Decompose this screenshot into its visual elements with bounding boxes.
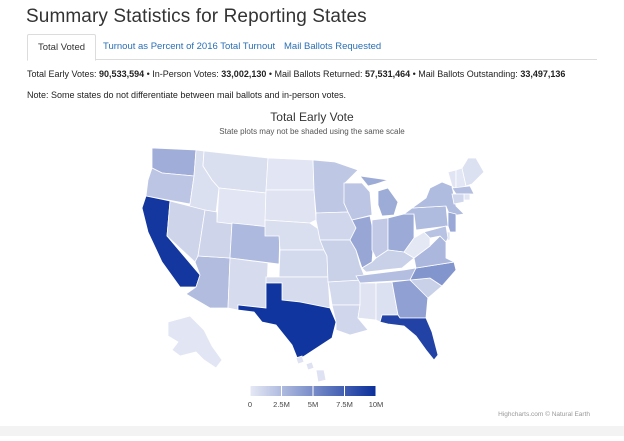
note-text: Note: Some states do not differentiate b… (27, 90, 347, 100)
color-axis-tick-label: 7.5M (336, 400, 353, 409)
color-axis-legend: 0 2.5M 5M 7.5M 10M (248, 386, 383, 409)
chart-title: Total Early Vote (270, 110, 354, 124)
state-mi[interactable] (359, 175, 399, 217)
mail-outstanding-value: 33,497,136 (520, 69, 566, 79)
state-sd[interactable] (264, 189, 317, 224)
state-nd[interactable] (265, 157, 315, 191)
separator: • (266, 69, 275, 79)
page-title: Summary Statistics for Reporting States (26, 6, 367, 27)
tab-mail-ballots-requested[interactable]: Mail Ballots Requested (284, 41, 382, 52)
state-nj[interactable] (447, 211, 457, 233)
in-person-votes-value: 33,002,130 (221, 69, 267, 79)
early-votes-label: Total Early Votes: (27, 69, 100, 79)
separator: • (410, 69, 419, 79)
mail-outstanding-label: Mail Ballots Outstanding: (418, 69, 521, 79)
state-wy[interactable] (216, 187, 267, 229)
color-axis-tick-label: 5M (308, 400, 318, 409)
chart-subtitle: State plots may not be shaded using the … (219, 127, 405, 136)
color-axis-tick-label: 0 (248, 400, 252, 409)
color-axis-tick-label: 2.5M (273, 400, 290, 409)
tab-total-voted[interactable]: Total Voted (27, 34, 97, 61)
tab-turnout-percent[interactable]: Turnout as Percent of 2016 Total Turnout (103, 41, 276, 52)
mail-returned-label: Mail Ballots Returned: (274, 69, 366, 79)
summary-stats: Total Early Votes: 90,533,594 • In-Perso… (27, 69, 565, 79)
early-votes-value: 90,533,594 (99, 69, 145, 79)
state-ks[interactable] (278, 249, 329, 278)
state-ak[interactable] (167, 315, 223, 369)
state-hi[interactable] (295, 355, 327, 383)
state-nm[interactable] (227, 257, 269, 311)
tab-bar: Total Voted Turnout as Percent of 2016 T… (27, 34, 597, 61)
state-me[interactable] (461, 157, 485, 187)
mail-returned-value: 57,531,464 (365, 69, 411, 79)
state-ma[interactable] (451, 185, 475, 195)
state-ms[interactable] (357, 282, 377, 321)
state-shapes (141, 147, 485, 383)
state-va[interactable] (413, 235, 456, 269)
state-ri[interactable] (463, 193, 471, 201)
state-ct[interactable] (451, 193, 465, 205)
state-ar[interactable] (327, 279, 363, 306)
chart-credits[interactable]: Highcharts.com © Natural Earth (498, 411, 590, 418)
state-md[interactable] (423, 225, 449, 243)
state-fl[interactable] (379, 314, 439, 361)
separator: • (144, 69, 153, 79)
in-person-votes-label: In-Person Votes: (152, 69, 222, 79)
page-footer-strip (0, 426, 624, 436)
color-axis-tick-label: 10M (369, 400, 384, 409)
